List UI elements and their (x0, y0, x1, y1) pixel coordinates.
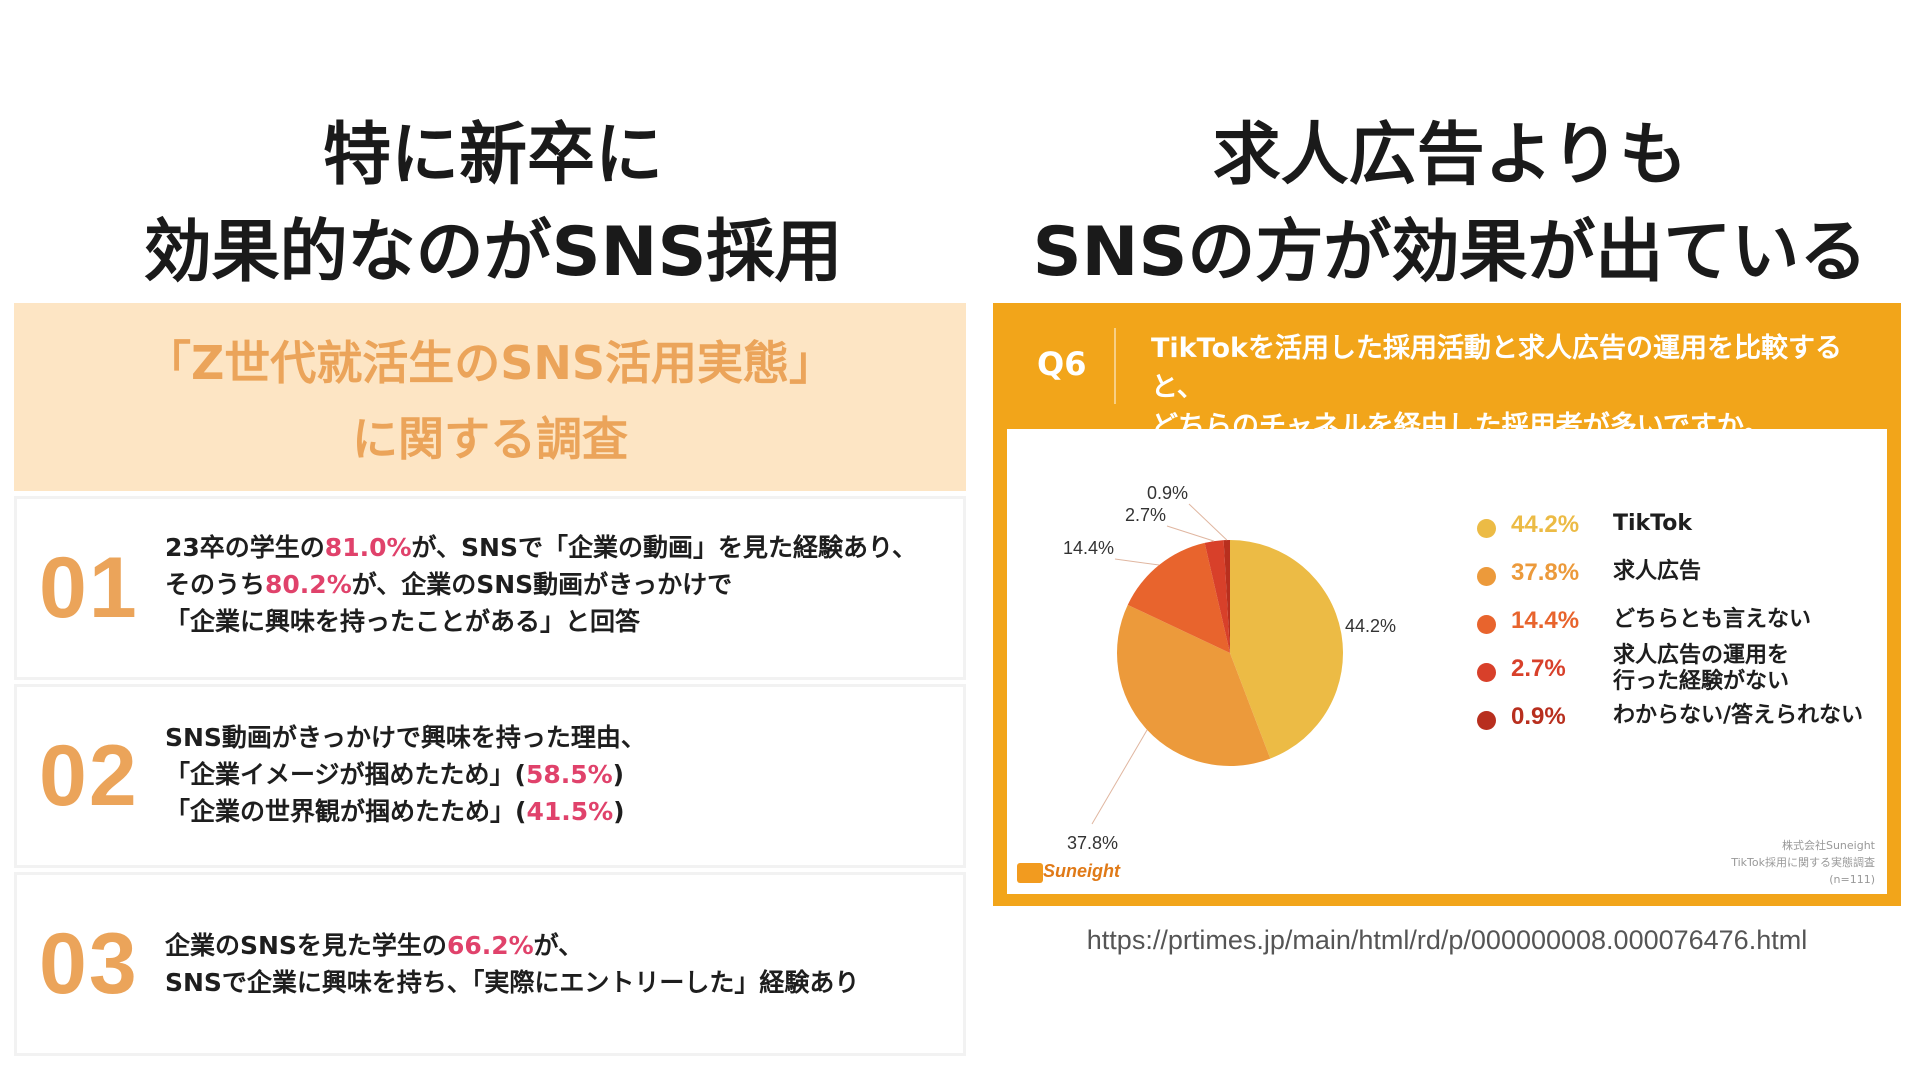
finding-text-part: 「企業イメージが掴めたため」( (165, 760, 526, 789)
finding-text: 23卒の学生の81.0%が、SNSで「企業の動画」を見た経験あり、 そのうち80… (165, 529, 955, 640)
finding-text-part: SNSで企業に興味を持ち、「実際にエントリーした」経験あり (165, 968, 860, 997)
legend-label: TikTok (1613, 511, 1693, 536)
legend-percent: 2.7% (1511, 655, 1566, 682)
finding-text-part: が、 (533, 931, 584, 960)
legend-percent: 0.9% (1511, 703, 1566, 730)
pie-leader-line (1114, 558, 1160, 566)
chart-panel: Q6 TikTokを活用した採用活動と求人広告の運用を比較すると、 どちらのチャ… (993, 303, 1901, 906)
finding-text-part: SNS動画がきっかけで興味を持った理由、 (165, 723, 646, 752)
finding-number: 01 (39, 540, 139, 636)
pie-data-label: 14.4% (1063, 538, 1114, 558)
logo-mark-icon (1017, 863, 1043, 883)
left-heading: 特に新卒に 効果的なのがSNS採用 (12, 108, 974, 301)
pie-data-label: 2.7% (1125, 505, 1166, 525)
right-heading: 求人広告よりも SNSの方が効果が出ている (990, 108, 1910, 301)
survey-title: 「Z世代就活生のSNS活用実態」 に関する調査 (14, 303, 966, 491)
finding-item: 03 企業のSNSを見た学生の66.2%が、 SNSで企業に興味を持ち、「実際に… (14, 872, 966, 1056)
pie-slice (1230, 540, 1343, 759)
legend-swatch (1477, 663, 1496, 682)
finding-text-part: そのうち (165, 570, 266, 599)
highlight-percent: 80.2% (265, 570, 352, 599)
finding-text-part: ) (612, 760, 625, 789)
finding-text-part: が、SNSで「企業の動画」を見た経験あり、 (411, 533, 917, 562)
chart-credit: 株式会社Suneight TikTok採用に関する実態調査 (n=111) (1731, 837, 1875, 888)
legend-label: どちらとも言えない (1613, 607, 1812, 632)
credit-line: (n=111) (1829, 873, 1875, 886)
legend-percent: 44.2% (1511, 511, 1580, 538)
survey-title-line2: に関する調査 (352, 412, 628, 466)
legend-label: 求人広告の運用を 行った経験がない (1613, 643, 1789, 695)
legend-label: わからない/答えられない (1613, 703, 1864, 728)
finding-text-part: 「企業の世界観が掴めたため」( (165, 797, 527, 826)
finding-text-part: 23卒の学生の (165, 533, 325, 562)
question-bar: Q6 TikTokを活用した採用活動と求人広告の運用を比較すると、 どちらのチャ… (993, 303, 1901, 442)
question-divider (1114, 328, 1116, 404)
finding-item: 01 23卒の学生の81.0%が、SNSで「企業の動画」を見た経験あり、 そのう… (14, 496, 966, 680)
pie-leader-line (1166, 525, 1215, 542)
pie-data-label: 37.8% (1067, 833, 1118, 853)
highlight-percent: 81.0% (324, 533, 412, 562)
left-heading-line1: 特に新卒に (322, 116, 663, 195)
finding-text: 企業のSNSを見た学生の66.2%が、 SNSで企業に興味を持ち、「実際にエント… (165, 927, 955, 1001)
legend-swatch (1477, 567, 1496, 586)
pie-slice (1223, 540, 1230, 653)
pie-data-label: 0.9% (1147, 483, 1188, 503)
finding-text-part: が、企業のSNS動画がきっかけで (351, 570, 733, 599)
highlight-percent: 66.2% (446, 931, 534, 960)
chart-area: 44.2% 37.8% 14.4% 2.7% 0.9% 44.2% TikTok 37.… (1007, 429, 1887, 894)
credit-line: TikTok採用に関する実態調査 (1731, 856, 1875, 869)
survey-title-line1: 「Z世代就活生のSNS活用実態」 (144, 336, 836, 390)
pie-leader-line (1091, 729, 1148, 825)
pie-slice (1127, 542, 1230, 653)
highlight-percent: 41.5% (526, 797, 614, 826)
finding-number: 02 (39, 728, 139, 824)
legend-percent: 37.8% (1511, 559, 1580, 586)
question-line1: TikTokを活用した採用活動と求人広告の運用を比較すると、 (1151, 333, 1842, 403)
highlight-percent: 58.5% (525, 760, 613, 789)
survey-panel: 「Z世代就活生のSNS活用実態」 に関する調査 01 23卒の学生の81.0%が… (14, 303, 966, 1056)
pie-chart: 44.2% 37.8% 14.4% 2.7%0.9% (1063, 483, 1396, 853)
credit-line: 株式会社Suneight (1781, 839, 1875, 852)
legend-label-line: 行った経験がない (1613, 669, 1790, 694)
finding-item: 02 SNS動画がきっかけで興味を持った理由、 「企業イメージが掴めたため」(5… (14, 684, 966, 868)
question-label: Q6 (1037, 345, 1087, 383)
right-heading-line2: SNSの方が効果が出ている (1032, 212, 1868, 292)
finding-number: 03 (39, 916, 139, 1012)
legend-swatch (1477, 615, 1496, 634)
pie-slice (1204, 540, 1230, 653)
legend-swatch (1477, 711, 1496, 730)
pie-leader-line (1188, 503, 1228, 541)
legend-swatch (1477, 519, 1496, 538)
legend-label-line: 求人広告の運用を (1613, 643, 1790, 668)
source-url[interactable]: https://prtimes.jp/main/html/rd/p/000000… (1086, 925, 1808, 955)
logo-text: Suneight (1043, 861, 1120, 881)
pie-slice (1117, 604, 1271, 766)
right-heading-line1: 求人広告よりも (1212, 116, 1688, 195)
legend-percent: 14.4% (1511, 607, 1580, 634)
legend-label: 求人広告 (1613, 559, 1702, 584)
pie-data-label: 44.2% (1345, 616, 1396, 636)
left-heading-line2: 効果的なのがSNS採用 (143, 212, 843, 292)
finding-text: SNS動画がきっかけで興味を持った理由、 「企業イメージが掴めたため」(58.5… (165, 719, 955, 830)
finding-text-part: ) (613, 797, 625, 826)
finding-text-part: 「企業に興味を持ったことがある」と回答 (165, 607, 641, 636)
finding-text-part: 企業のSNSを見た学生の (165, 931, 447, 960)
